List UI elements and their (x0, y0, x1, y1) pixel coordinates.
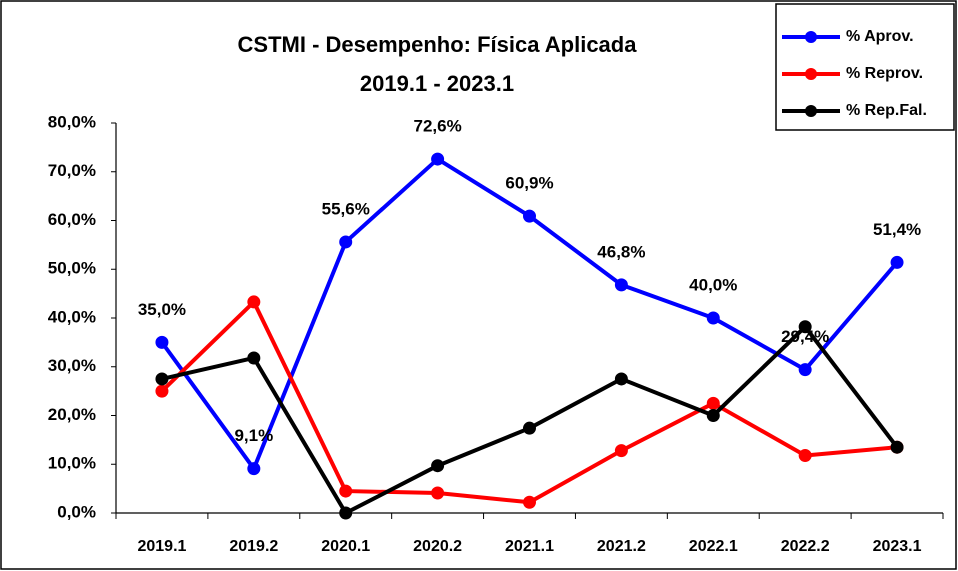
data-point (890, 255, 904, 269)
x-tick-label: 2020.1 (321, 538, 370, 555)
x-tick-label: 2021.1 (505, 538, 554, 555)
x-tick-label: 2023.1 (873, 538, 922, 555)
data-point (523, 421, 536, 435)
legend-label: % Aprov. (846, 28, 914, 45)
data-point (706, 409, 720, 422)
data-point (798, 320, 812, 334)
legend-label: % Rep.Fal. (846, 102, 927, 119)
data-point (798, 363, 812, 377)
y-tick-label: 50,0% (48, 259, 96, 278)
data-label: 60,9% (505, 174, 553, 193)
data-point (247, 295, 261, 309)
x-tick-label: 2020.2 (413, 538, 462, 555)
chart-subtitle: 2019.1 - 2023.1 (360, 71, 514, 96)
data-point (339, 506, 353, 520)
data-point (614, 444, 628, 458)
y-tick-label: 10,0% (48, 454, 96, 473)
data-point (614, 278, 628, 292)
y-tick-label: 70,0% (48, 161, 96, 180)
data-point (339, 235, 353, 249)
legend-label: % Reprov. (846, 65, 923, 82)
x-tick-label: 2019.1 (137, 538, 186, 555)
y-tick-label: 30,0% (48, 356, 96, 375)
data-point (798, 448, 812, 462)
data-point (247, 351, 261, 365)
data-point (431, 486, 445, 500)
legend-marker (805, 31, 817, 43)
y-tick-label: 60,0% (48, 210, 96, 229)
data-label: 35,0% (138, 300, 186, 319)
data-label: 9,1% (234, 426, 273, 445)
x-tick-label: 2021.2 (597, 538, 646, 555)
data-label: 72,6% (414, 117, 462, 136)
legend-marker (805, 68, 817, 80)
y-tick-label: 40,0% (48, 307, 96, 326)
data-point (155, 384, 169, 398)
legend-marker (805, 105, 817, 117)
data-point (706, 396, 720, 410)
y-tick-label: 0,0% (57, 502, 96, 521)
data-point (431, 152, 445, 166)
data-point (523, 495, 536, 509)
y-tick-label: 80,0% (48, 112, 96, 131)
data-point (706, 311, 720, 325)
data-point (155, 372, 169, 386)
x-tick-label: 2019.2 (229, 538, 278, 555)
x-tick-label: 2022.2 (781, 538, 830, 555)
data-label: 40,0% (689, 275, 737, 294)
data-point (523, 209, 536, 223)
chart-title: CSTMI - Desempenho: Física Aplicada (238, 32, 638, 57)
data-point (247, 462, 261, 476)
data-point (890, 440, 904, 454)
x-tick-label: 2022.1 (689, 538, 738, 555)
data-label: 46,8% (597, 242, 645, 261)
data-label: 55,6% (322, 199, 370, 218)
data-point (155, 335, 169, 349)
y-tick-label: 20,0% (48, 405, 96, 424)
data-point (614, 372, 628, 386)
data-label: 51,4% (873, 220, 921, 239)
data-point (431, 459, 445, 473)
data-point (339, 484, 353, 498)
